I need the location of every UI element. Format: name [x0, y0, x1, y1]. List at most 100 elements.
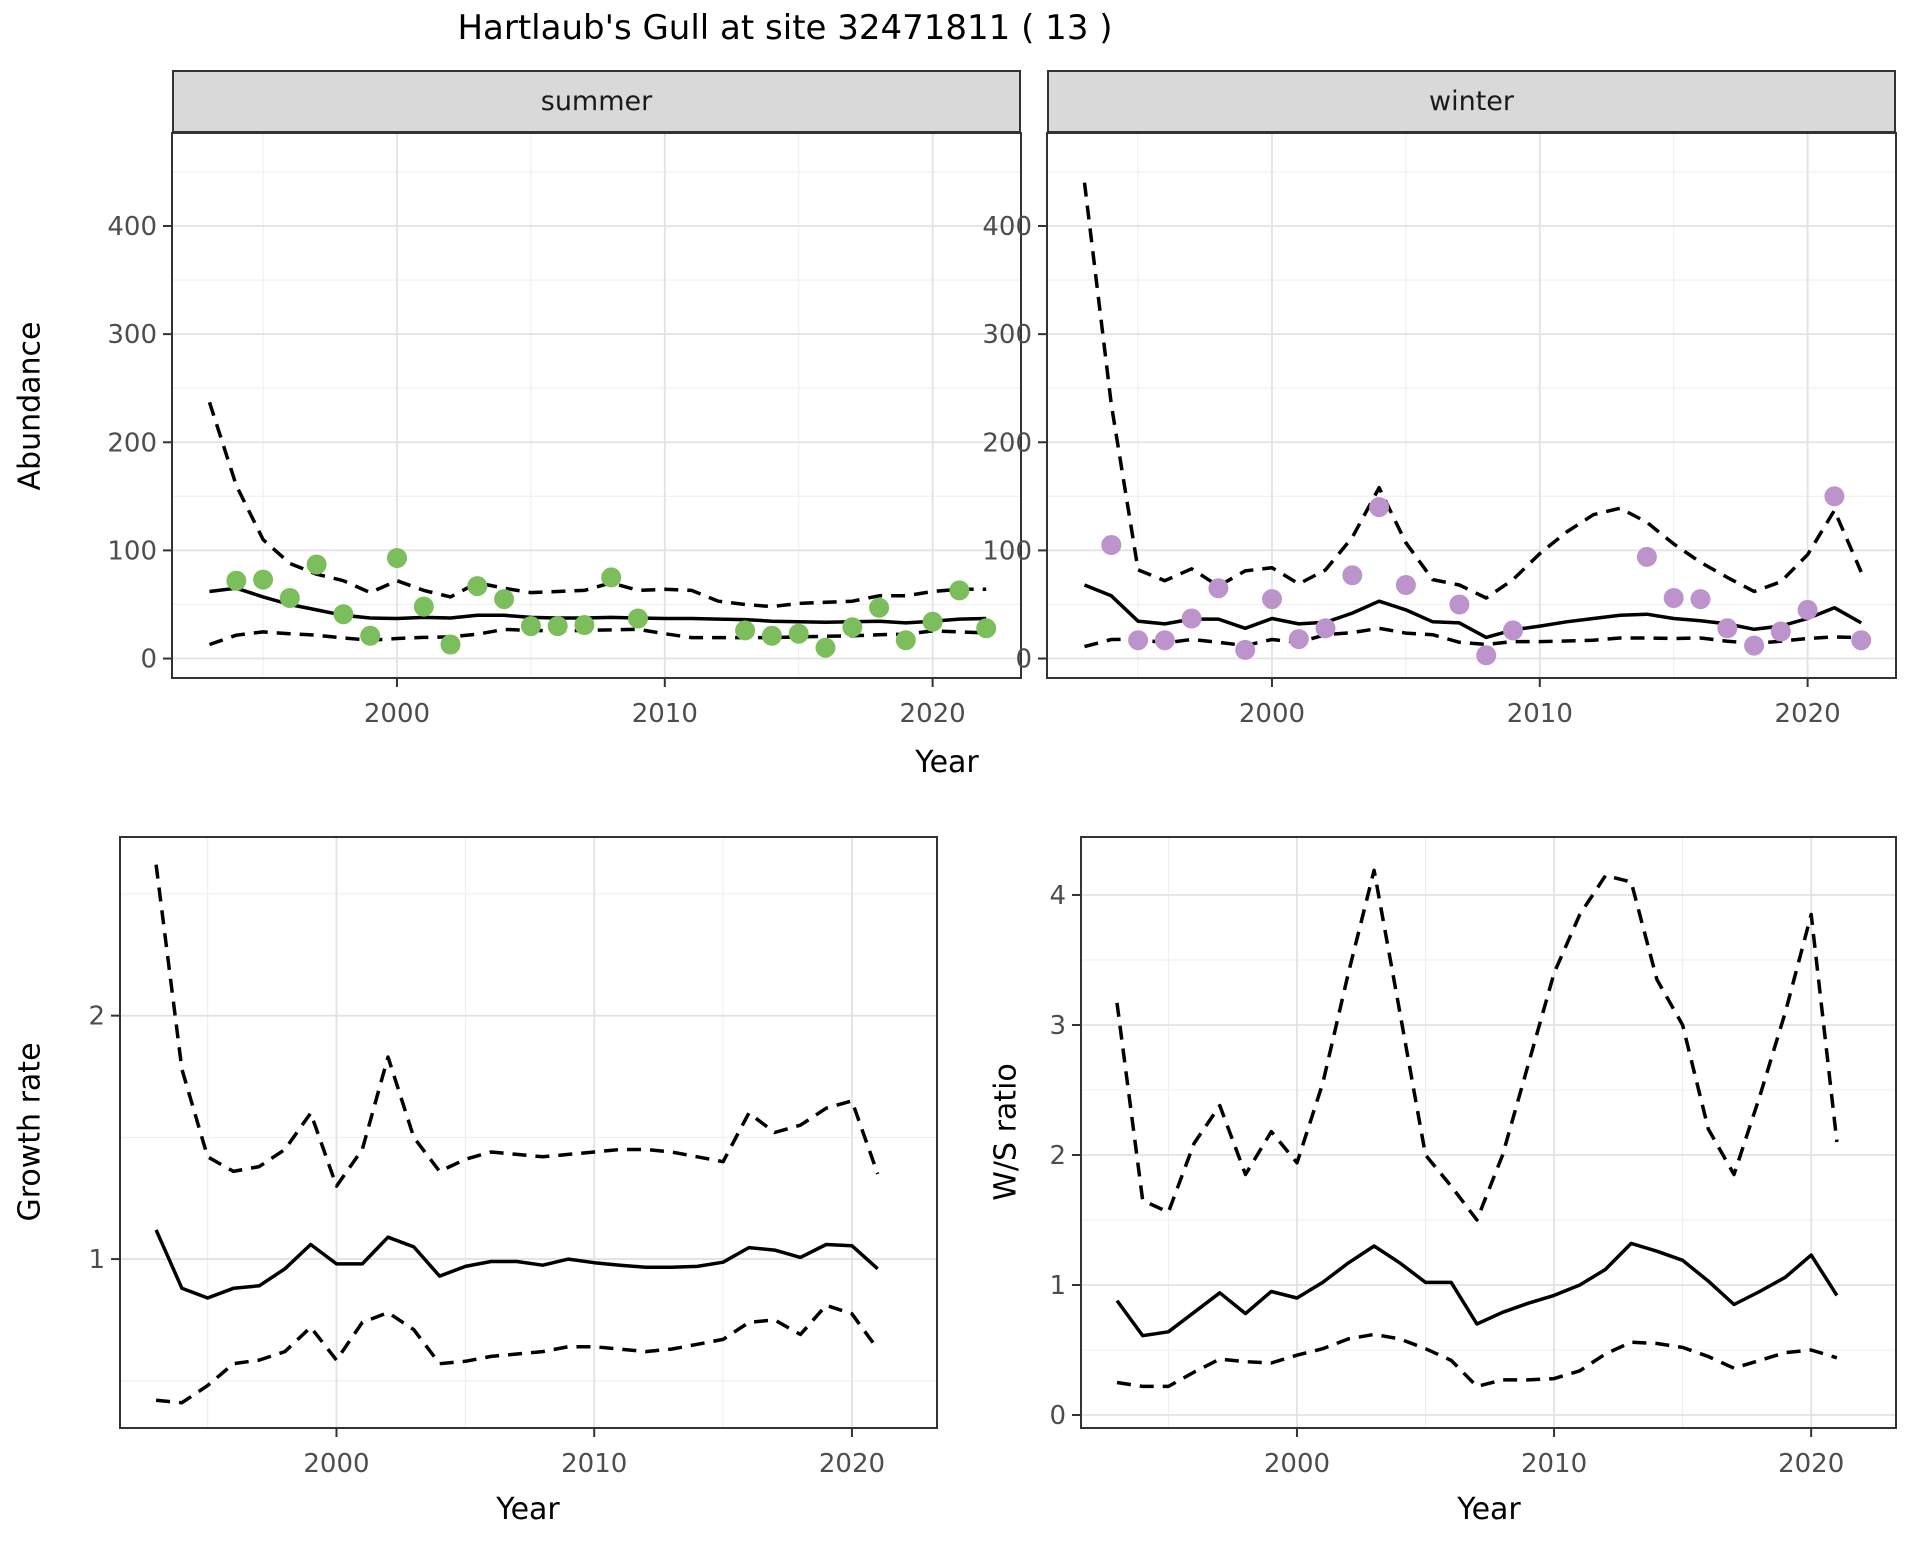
abundance-summer-ci-lower-line — [208, 627, 987, 647]
x-axis-title-year-growth: Year — [496, 1492, 560, 1527]
abundance-winter-ci-upper-line — [1082, 182, 1863, 600]
facet-strip-winter-label: winter — [1429, 86, 1514, 117]
abundance-summer-point — [253, 569, 274, 590]
abundance-summer-point — [467, 576, 488, 597]
abundance-summer-point — [735, 620, 756, 641]
abundance-winter-gridlines — [1047, 133, 1896, 678]
abundance-winter-point — [1770, 621, 1791, 642]
abundance-summer-point — [842, 617, 863, 638]
abundance-winter-point — [1503, 620, 1523, 641]
abundance-winter-point — [1663, 588, 1684, 608]
growth-rate-axis-ticks: 2000 2010 2020 1 2 — [88, 1002, 885, 1479]
abundance-summer-point — [601, 567, 622, 588]
abundance-summer-axis-ticks: 2000 2010 2020 0 100 200 300 400 — [107, 212, 965, 729]
x-axis-title-year-top: Year — [915, 745, 979, 780]
abundance-winter-point — [1342, 565, 1363, 586]
growth-rate-ci-lower-line — [155, 1303, 880, 1405]
abundance-summer-point — [761, 625, 782, 646]
abundance-summer-point — [976, 618, 997, 639]
ws-ratio-y-tick-label: 0 — [1049, 1401, 1066, 1431]
abundance-summer-point — [520, 616, 541, 637]
abundance-summer-x-tick-label: 2010 — [632, 699, 698, 729]
abundance-winter-point — [1262, 589, 1282, 610]
ws-ratio-axis-ticks: 2000 2010 2020 0 1 2 3 4 — [1049, 881, 1844, 1479]
abundance-winter-point — [1690, 589, 1711, 610]
abundance-winter-point — [1636, 546, 1657, 567]
growth-rate-x-tick-label: 2020 — [819, 1449, 885, 1479]
abundance-summer-point — [628, 608, 648, 629]
abundance-winter-point — [1235, 639, 1256, 660]
ws-ratio-y-tick-label: 1 — [1049, 1271, 1066, 1301]
abundance-winter-point — [1181, 608, 1202, 629]
abundance-summer-point — [279, 588, 300, 608]
abundance-summer-point — [360, 625, 381, 646]
abundance-winter-point — [1395, 575, 1416, 595]
abundance-summer-x-tick-label: 2020 — [900, 699, 966, 729]
abundance-summer-point — [306, 554, 327, 575]
abundance-summer-point — [547, 616, 568, 637]
facet-strip-winter: winter — [1047, 70, 1896, 133]
abundance-summer-panel-border — [171, 132, 1022, 679]
abundance-summer-y-tick-label: 0 — [140, 645, 157, 675]
abundance-summer-point — [333, 604, 354, 625]
abundance-winter-fit-line — [1083, 583, 1863, 640]
growth-rate-ci-upper-line — [154, 864, 880, 1188]
abundance-winter-x-tick-label: 2000 — [1239, 699, 1305, 729]
abundance-winter-x-tick-label: 2010 — [1507, 699, 1573, 729]
abundance-winter-y-tick-label: 0 — [1015, 645, 1032, 675]
abundance-summer-point — [413, 596, 434, 617]
ws-ratio-gridlines — [1081, 837, 1896, 1428]
ws-ratio-x-tick-label: 2000 — [1264, 1449, 1330, 1479]
panel-growth-rate: 2000 2010 2020 1 2 — [88, 836, 938, 1479]
abundance-winter-y-tick-label: 200 — [982, 428, 1032, 458]
ws-ratio-panel-border — [1080, 836, 1897, 1429]
abundance-summer-point — [895, 630, 916, 651]
abundance-winter-point — [1744, 635, 1765, 656]
abundance-winter-point — [1369, 497, 1390, 518]
abundance-summer-y-tick-label: 100 — [107, 536, 157, 566]
abundance-winter-data-points — [1101, 486, 1872, 666]
abundance-winter-point — [1208, 578, 1229, 599]
abundance-summer-data-points — [226, 548, 997, 658]
abundance-summer-point — [788, 623, 809, 644]
growth-rate-y-tick-label: 1 — [88, 1245, 105, 1275]
ws-ratio-x-tick-label: 2020 — [1778, 1449, 1844, 1479]
page-title: Hartlaub's Gull at site 32471811 ( 13 ) — [457, 8, 1113, 48]
abundance-winter-x-tick-label: 2020 — [1775, 699, 1841, 729]
x-axis-title-year-ws: Year — [1457, 1492, 1521, 1527]
ws-ratio-ci-upper-line — [1115, 868, 1839, 1222]
abundance-summer-point — [494, 589, 515, 610]
abundance-winter-point — [1851, 630, 1872, 651]
abundance-winter-point — [1288, 629, 1309, 650]
abundance-winter-point — [1101, 535, 1122, 555]
abundance-winter-panel-border — [1046, 132, 1897, 679]
abundance-summer-point — [949, 580, 970, 601]
growth-rate-panel-border — [119, 836, 938, 1429]
ws-ratio-x-tick-label: 2010 — [1521, 1449, 1587, 1479]
abundance-summer-y-tick-label: 300 — [107, 320, 157, 350]
panel-abundance-summer: 2000 2010 2020 0 100 200 300 400 — [107, 132, 1022, 729]
abundance-summer-point — [387, 548, 407, 568]
growth-rate-x-tick-label: 2000 — [303, 1449, 369, 1479]
abundance-winter-y-tick-label: 400 — [982, 212, 1032, 242]
abundance-winter-point — [1717, 618, 1738, 639]
abundance-summer-y-tick-label: 400 — [107, 212, 157, 242]
abundance-summer-y-tick-label: 200 — [107, 428, 157, 458]
abundance-winter-point — [1449, 594, 1470, 615]
abundance-summer-point — [869, 597, 890, 618]
abundance-summer-point — [440, 634, 461, 655]
ws-ratio-y-tick-label: 3 — [1049, 1011, 1066, 1041]
abundance-winter-ci-lower-line — [1084, 626, 1862, 649]
abundance-summer-point — [922, 611, 943, 632]
abundance-summer-point — [815, 637, 836, 658]
growth-rate-gridlines — [120, 837, 937, 1428]
ws-ratio-y-tick-label: 4 — [1049, 881, 1066, 911]
growth-rate-x-tick-label: 2010 — [561, 1449, 627, 1479]
abundance-summer-x-tick-label: 2000 — [364, 699, 430, 729]
abundance-winter-y-tick-label: 300 — [982, 320, 1032, 350]
abundance-winter-point — [1154, 630, 1175, 651]
panel-abundance-winter: 2000 2010 2020 0 100 200 300 400 — [982, 132, 1897, 729]
growth-rate-fit-line — [154, 1229, 879, 1300]
ws-ratio-y-tick-label: 2 — [1049, 1141, 1066, 1171]
